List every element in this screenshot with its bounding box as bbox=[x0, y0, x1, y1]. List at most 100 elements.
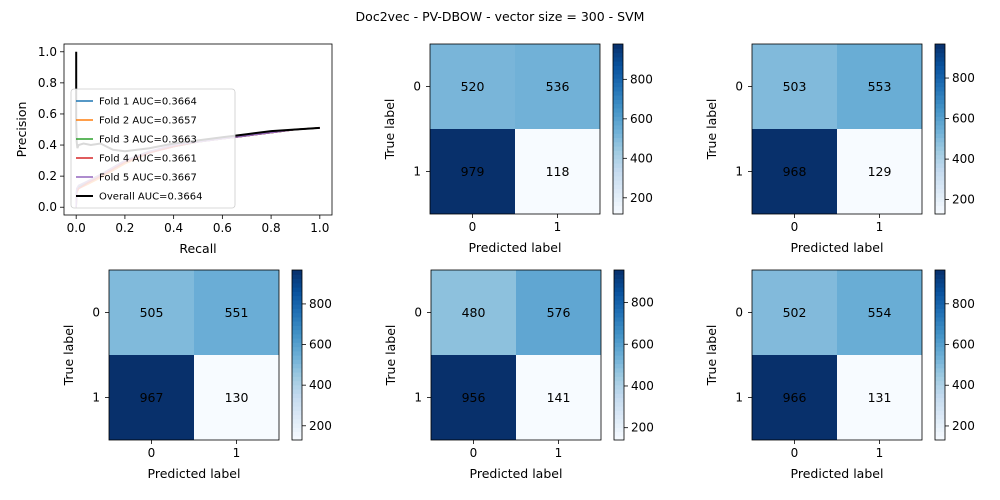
colorbar-segment bbox=[935, 95, 945, 100]
colorbar-segment bbox=[292, 308, 302, 314]
colorbar-segment bbox=[613, 154, 623, 160]
matrix-cell-value: 502 bbox=[783, 305, 807, 320]
matrix-x-tick-label: 0 bbox=[148, 446, 156, 460]
colorbar-segment bbox=[292, 401, 302, 407]
colorbar-segment bbox=[613, 209, 623, 215]
colorbar-segment bbox=[935, 359, 945, 365]
colorbar-segment bbox=[613, 205, 623, 211]
colorbar-segment bbox=[292, 316, 302, 322]
colorbar-segment bbox=[935, 167, 945, 173]
colorbar-segment bbox=[935, 48, 945, 54]
colorbar-segment bbox=[935, 423, 945, 428]
colorbar-segment bbox=[935, 73, 945, 79]
matrix-cell bbox=[752, 270, 837, 355]
colorbar-segment bbox=[935, 427, 945, 433]
colorbar-segment bbox=[935, 124, 945, 130]
colorbar-segment bbox=[935, 278, 945, 284]
matrix-cell bbox=[752, 355, 837, 440]
colorbar-segment bbox=[614, 333, 624, 339]
colorbar-segment bbox=[935, 282, 945, 288]
colorbar-segment bbox=[935, 401, 945, 407]
pr-legend-entry: Overall AUC=0.3664 bbox=[99, 192, 202, 203]
matrix-y-tick-label: 0 bbox=[413, 80, 421, 94]
colorbar-segment bbox=[935, 90, 945, 96]
colorbar-segment bbox=[935, 367, 945, 373]
colorbar-segment bbox=[613, 137, 623, 143]
matrix-x-tick-label: 0 bbox=[469, 220, 477, 234]
matrix-cell-value: 966 bbox=[783, 390, 807, 405]
colorbar-segment bbox=[935, 175, 945, 181]
matrix-x-tick-label: 0 bbox=[791, 220, 799, 234]
colorbar-segment bbox=[935, 141, 945, 147]
colorbar-tick-label: 400 bbox=[630, 151, 653, 165]
matrix-x-axis-label: Predicted label bbox=[791, 240, 884, 255]
matrix-cell-value: 505 bbox=[140, 305, 164, 320]
colorbar-segment bbox=[613, 90, 623, 96]
colorbar-segment bbox=[614, 308, 624, 314]
colorbar-segment bbox=[614, 270, 624, 275]
matrix-cell bbox=[837, 355, 922, 440]
colorbar-segment bbox=[292, 367, 302, 373]
matrix-cell bbox=[431, 270, 516, 355]
matrix-cell bbox=[194, 355, 279, 440]
confusion-matrix-3: 505 551 967 130 0 1 0 1 Predicted label True labe… bbox=[61, 269, 332, 481]
colorbar-segment bbox=[935, 112, 945, 117]
colorbar-segment bbox=[292, 376, 302, 382]
matrix-cell-value: 503 bbox=[783, 79, 807, 94]
colorbar-segment bbox=[935, 270, 945, 275]
matrix-y-axis-label: True label bbox=[61, 325, 76, 387]
colorbar-segment bbox=[292, 389, 302, 394]
colorbar-segment bbox=[613, 103, 623, 109]
colorbar-segment bbox=[935, 397, 945, 403]
pr-y-axis-label: Precision bbox=[14, 102, 29, 158]
matrix-y-axis-label: True label bbox=[382, 99, 397, 161]
colorbar-tick-label: 400 bbox=[952, 152, 975, 166]
colorbar-segment bbox=[614, 367, 624, 373]
colorbar-segment bbox=[935, 384, 945, 390]
panels: 0.0 0.2 0.4 0.6 0.8 1.0 0.0 0.2 0.4 0.6 0.8 1.0 Reca… bbox=[14, 43, 975, 481]
colorbar-segment bbox=[292, 380, 302, 386]
matrix-cell-value: 536 bbox=[546, 79, 570, 94]
pr-x-tick-label: 0.2 bbox=[115, 221, 134, 235]
pr-axes-frame bbox=[63, 43, 333, 216]
colorbar-tick-label: 200 bbox=[309, 419, 332, 433]
matrix-frame bbox=[430, 269, 602, 441]
confusion-matrix-1: 520 536 979 118 0 1 0 1 Predicted label True labe… bbox=[382, 43, 653, 255]
matrix-x-tick-label: 1 bbox=[876, 220, 884, 234]
colorbar-segment bbox=[935, 346, 945, 352]
colorbar-tick-label: 400 bbox=[952, 378, 975, 392]
matrix-x-tick-label: 1 bbox=[554, 220, 562, 234]
colorbar-segment bbox=[614, 410, 624, 416]
colorbar-tick-label: 600 bbox=[309, 338, 332, 352]
colorbar-frame bbox=[612, 43, 624, 215]
colorbar-segment bbox=[614, 355, 624, 360]
matrix-y-tick-label: 1 bbox=[735, 391, 743, 405]
colorbar-segment bbox=[935, 376, 945, 382]
pr-legend-entry: Fold 4 AUC=0.3661 bbox=[99, 154, 197, 165]
colorbar-segment bbox=[613, 133, 623, 139]
matrix-frame bbox=[751, 43, 923, 215]
colorbar-tick-label: 200 bbox=[952, 419, 975, 433]
matrix-x-tick-label: 1 bbox=[555, 446, 563, 460]
colorbar-segment bbox=[613, 150, 623, 156]
colorbar-frame bbox=[934, 269, 946, 441]
colorbar-segment bbox=[613, 116, 623, 122]
colorbar-segment bbox=[613, 78, 623, 83]
pr-x-tick-label: 0.0 bbox=[67, 221, 86, 235]
colorbar-segment bbox=[292, 414, 302, 420]
colorbar-segment bbox=[292, 333, 302, 339]
colorbar-segment bbox=[935, 52, 945, 58]
colorbar-segment bbox=[935, 86, 945, 92]
colorbar-segment bbox=[935, 414, 945, 420]
confusion-matrix-4: 480 576 956 141 0 1 0 1 Predicted label True labe… bbox=[383, 269, 654, 481]
colorbar-segment bbox=[935, 197, 945, 202]
colorbar-segment bbox=[613, 197, 623, 202]
colorbar-segment bbox=[935, 287, 945, 292]
colorbar-segment bbox=[613, 112, 623, 117]
colorbar-segment bbox=[292, 355, 302, 360]
colorbar-tick-label: 800 bbox=[631, 296, 654, 310]
colorbar-segment bbox=[614, 287, 624, 292]
colorbar-segment bbox=[292, 287, 302, 292]
colorbar-segment bbox=[935, 308, 945, 314]
pr-legend-entry: Fold 2 AUC=0.3657 bbox=[99, 116, 197, 127]
